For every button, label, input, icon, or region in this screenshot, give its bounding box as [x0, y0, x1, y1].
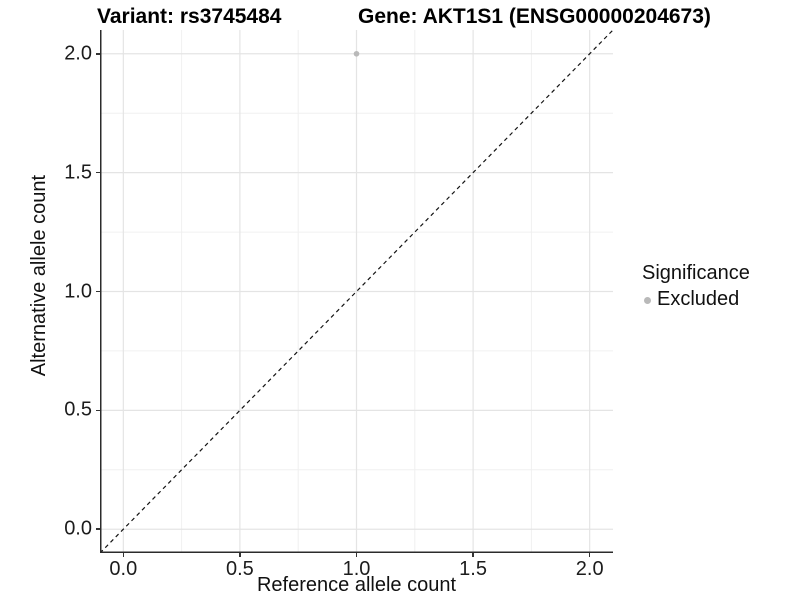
x-tick-mark	[472, 553, 474, 557]
x-tick-label: 1.5	[459, 558, 487, 580]
x-axis-title: Reference allele count	[256, 574, 456, 596]
y-tick-mark	[96, 528, 100, 530]
identity-reference-line	[100, 30, 613, 553]
plot-panel	[100, 30, 613, 553]
y-tick-label: 0.5	[64, 398, 92, 421]
y-tick-label: 1.5	[64, 161, 92, 184]
x-tick-label: 0.5	[226, 558, 254, 580]
legend-entry: Excluded	[642, 288, 750, 311]
x-tick-label: 1.0	[342, 558, 371, 580]
legend-entry-label: Excluded	[657, 288, 740, 310]
legend-title: Significance	[642, 262, 750, 284]
y-tick-mark	[96, 290, 100, 293]
x-tick-mark	[122, 553, 125, 557]
y-tick-mark	[96, 53, 100, 55]
x-tick-label: 0.0	[109, 558, 138, 580]
x-tick-mark	[239, 553, 241, 557]
y-tick-label: 1.0	[64, 280, 92, 302]
plot-title-gene: Gene: AKT1S1 (ENSG00000204673)	[358, 5, 711, 28]
plot-area-svg	[100, 30, 613, 553]
plot-title-variant: Variant: rs3745484	[97, 5, 282, 28]
y-tick-mark	[96, 409, 100, 412]
y-axis-title: Alternative allele count	[28, 175, 50, 377]
y-tick-label: 0.0	[64, 517, 92, 540]
x-tick-mark	[355, 553, 358, 557]
x-tick-mark	[588, 553, 591, 557]
legend: Significance Excluded	[642, 262, 750, 311]
legend-point-icon	[644, 297, 651, 304]
y-tick-label: 2.0	[64, 42, 92, 65]
x-tick-label: 2.0	[575, 558, 604, 580]
y-tick-mark	[96, 171, 100, 174]
data-point	[353, 50, 360, 57]
